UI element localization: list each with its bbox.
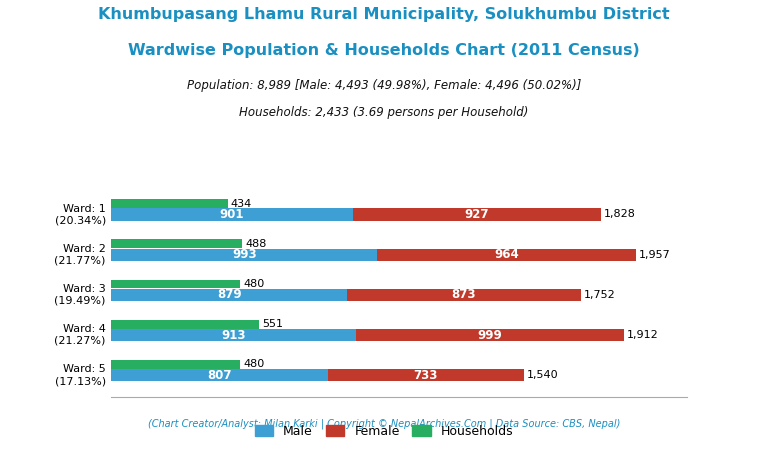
Text: 927: 927 — [465, 208, 489, 221]
Bar — [111, 289, 347, 301]
Text: (Chart Creator/Analyst: Milan Karki | Copyright © NepalArchives.Com | Data Sourc: (Chart Creator/Analyst: Milan Karki | Co… — [147, 418, 621, 429]
Text: 551: 551 — [262, 319, 283, 329]
Legend: Male, Female, Households: Male, Female, Households — [250, 420, 518, 443]
Bar — [328, 369, 524, 381]
Text: 993: 993 — [232, 248, 257, 261]
Bar — [353, 208, 601, 220]
Text: 873: 873 — [452, 288, 476, 301]
Text: 999: 999 — [478, 329, 502, 342]
Text: 1,828: 1,828 — [604, 210, 636, 220]
Text: 1,957: 1,957 — [639, 250, 670, 260]
Text: 807: 807 — [207, 369, 232, 382]
Bar — [111, 249, 377, 261]
Bar — [111, 369, 328, 381]
Text: 1,752: 1,752 — [584, 290, 616, 300]
Bar — [111, 199, 227, 208]
Bar — [111, 280, 240, 288]
Text: 901: 901 — [220, 208, 244, 221]
Bar — [111, 239, 242, 248]
Text: 733: 733 — [413, 369, 438, 382]
Bar — [111, 208, 353, 220]
Text: 964: 964 — [494, 248, 519, 261]
Text: 1,540: 1,540 — [527, 370, 559, 380]
Bar — [111, 360, 240, 369]
Text: Wardwise Population & Households Chart (2011 Census): Wardwise Population & Households Chart (… — [128, 43, 640, 57]
Bar — [111, 329, 356, 341]
Bar — [377, 249, 636, 261]
Text: 480: 480 — [243, 279, 264, 289]
Text: Population: 8,989 [Male: 4,493 (49.98%), Female: 4,496 (50.02%)]: Population: 8,989 [Male: 4,493 (49.98%),… — [187, 79, 581, 92]
Bar — [347, 289, 581, 301]
Text: 434: 434 — [231, 198, 252, 209]
Bar — [111, 320, 259, 329]
Text: 480: 480 — [243, 359, 264, 370]
Text: 879: 879 — [217, 288, 241, 301]
Text: Households: 2,433 (3.69 persons per Household): Households: 2,433 (3.69 persons per Hous… — [240, 106, 528, 119]
Text: 1,912: 1,912 — [627, 330, 659, 340]
Bar — [356, 329, 624, 341]
Text: Khumbupasang Lhamu Rural Municipality, Solukhumbu District: Khumbupasang Lhamu Rural Municipality, S… — [98, 7, 670, 22]
Text: 488: 488 — [245, 239, 266, 249]
Text: 913: 913 — [221, 329, 246, 342]
